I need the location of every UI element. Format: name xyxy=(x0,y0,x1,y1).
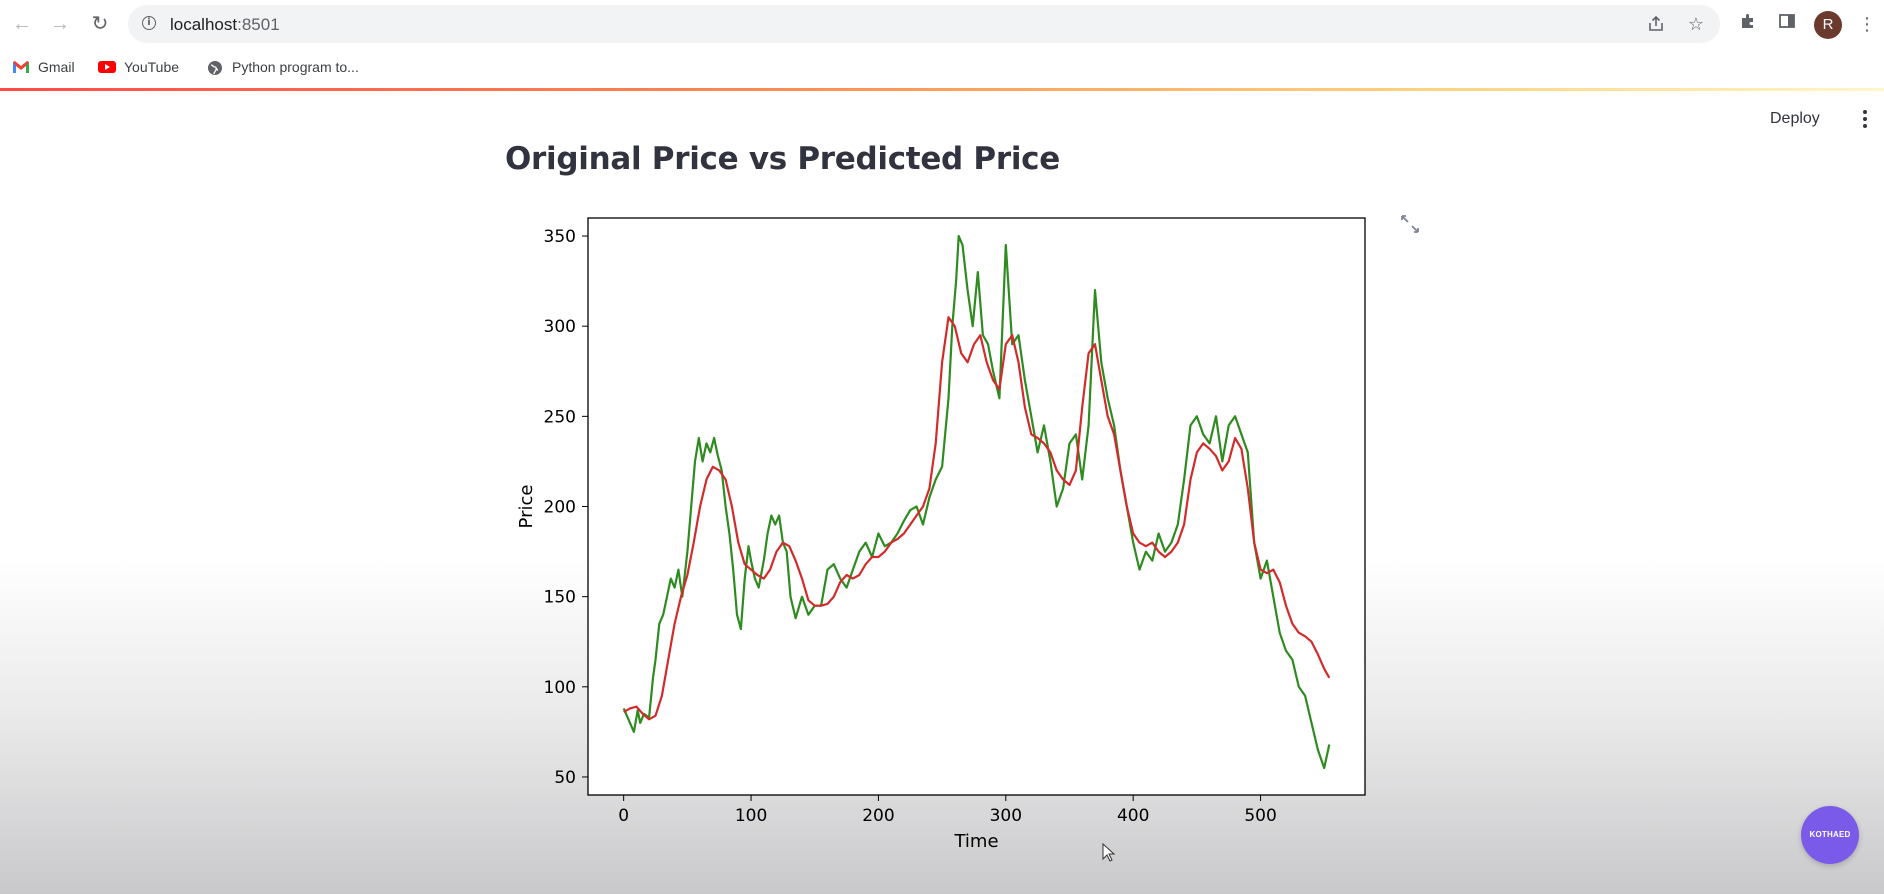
main-menu-icon[interactable] xyxy=(1858,108,1872,132)
plot-frame xyxy=(587,217,1366,796)
address-bar[interactable]: i localhost:8501 ☆ xyxy=(128,5,1720,43)
bookmark-label: YouTube xyxy=(124,59,180,75)
bookmark-python-program[interactable]: Python program to... xyxy=(206,57,359,77)
series-line-predicted xyxy=(623,316,1331,721)
globe-icon xyxy=(206,60,224,75)
y-tick-label: 300 xyxy=(544,317,576,337)
url-host: localhost xyxy=(170,15,238,34)
x-tick-label: 100 xyxy=(735,806,767,826)
price-chart: 0 100 200 300 400 500 50 100 150 200 250 300 350 Time… xyxy=(516,217,1366,852)
url-port: :8501 xyxy=(237,15,280,34)
y-tick-label: 100 xyxy=(544,678,576,698)
bookmark-label: Gmail xyxy=(38,59,75,75)
forward-icon[interactable]: → xyxy=(50,13,70,35)
y-tick-label: 50 xyxy=(554,768,576,788)
profile-avatar[interactable]: R xyxy=(1814,11,1842,39)
reload-icon[interactable]: ↻ xyxy=(91,13,109,35)
bookmark-label: Python program to... xyxy=(232,59,359,75)
url-text: localhost:8501 xyxy=(170,15,280,35)
mouse-cursor-icon xyxy=(1102,842,1116,868)
browser-toolbar: ← → ↻ i localhost:8501 ☆ R ⋮ xyxy=(0,0,1884,48)
deploy-button[interactable]: Deploy xyxy=(1770,110,1820,127)
x-axis-label: Time xyxy=(953,831,998,852)
floating-badge[interactable]: KOTHAED xyxy=(1801,806,1859,864)
y-tick-label: 350 xyxy=(544,227,576,247)
x-tick-label: 400 xyxy=(1117,806,1149,826)
side-panel-icon[interactable] xyxy=(1775,12,1799,36)
page-title: Original Price vs Predicted Price xyxy=(505,141,1060,177)
youtube-icon xyxy=(98,60,116,74)
bookmarks-bar: Gmail YouTube Python program to... xyxy=(0,48,1884,86)
back-icon[interactable]: ← xyxy=(12,13,32,35)
y-tick-label: 150 xyxy=(544,588,576,608)
fullscreen-icon[interactable] xyxy=(1398,212,1422,236)
x-tick-label: 200 xyxy=(862,806,894,826)
app-decoration-bar xyxy=(0,88,1884,91)
gmail-icon xyxy=(12,60,30,74)
bookmark-star-icon[interactable]: ☆ xyxy=(1687,14,1705,34)
y-tick-label: 250 xyxy=(544,407,576,427)
y-tick-label: 200 xyxy=(544,498,576,518)
x-tick-label: 0 xyxy=(618,806,629,826)
bookmark-youtube[interactable]: YouTube xyxy=(98,57,179,77)
extensions-icon[interactable] xyxy=(1736,12,1760,36)
chrome-menu-icon[interactable]: ⋮ xyxy=(1858,14,1876,34)
share-icon[interactable] xyxy=(1646,14,1666,34)
series-line-original xyxy=(622,234,1331,770)
bookmark-gmail[interactable]: Gmail xyxy=(12,57,75,77)
y-axis-label: Price xyxy=(516,485,537,529)
chart-container: 0 100 200 300 400 500 50 100 150 200 250 300 350 Time… xyxy=(505,205,1405,865)
x-tick-label: 300 xyxy=(990,806,1022,826)
site-info-icon[interactable]: i xyxy=(142,16,156,30)
x-tick-label: 500 xyxy=(1244,806,1276,826)
